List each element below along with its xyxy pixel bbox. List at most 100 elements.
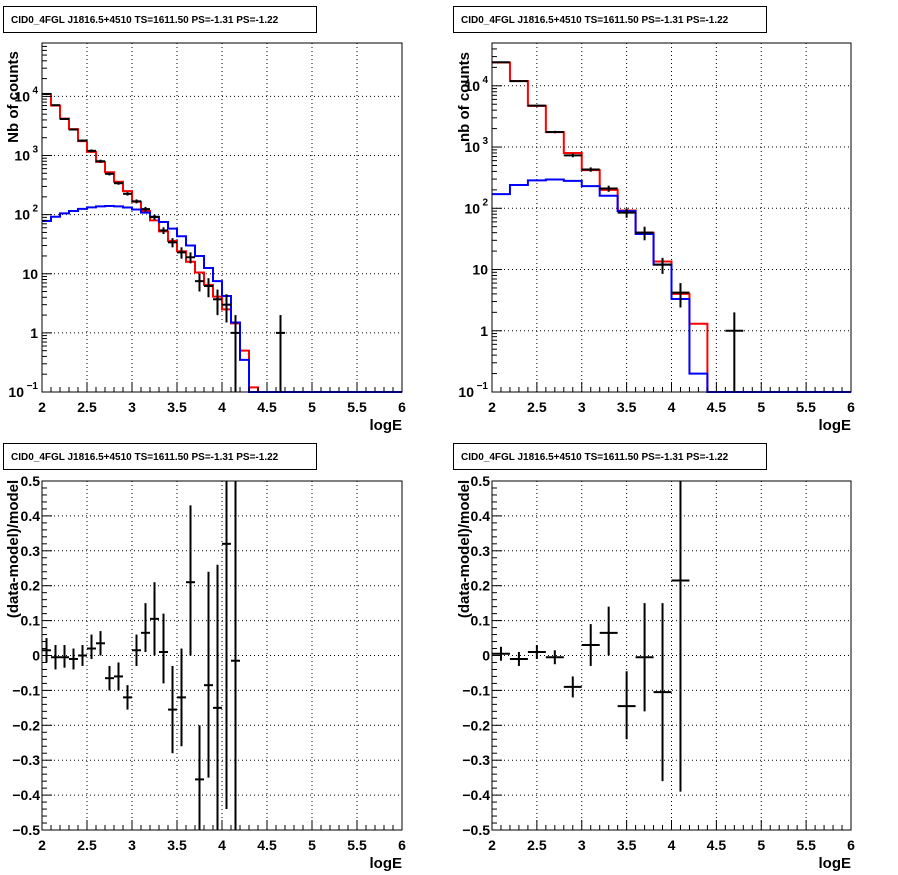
data-point: [168, 665, 177, 754]
x-tick-label: 4: [668, 399, 676, 415]
y-tick-exponent: 3: [32, 145, 38, 156]
data-point: [114, 181, 123, 185]
y-tick-label: 0.1: [21, 613, 41, 629]
data-point: [231, 481, 240, 830]
y-tick-label: −0.5: [12, 822, 40, 838]
data-point: [527, 645, 546, 659]
x-tick-label: 5: [757, 399, 765, 415]
x-tick-label: 3.5: [617, 399, 637, 415]
data-point: [204, 571, 213, 778]
x-tick-label: 3: [128, 399, 136, 415]
data-point: [563, 676, 582, 698]
data-point: [204, 278, 213, 298]
x-tick-label: 2.5: [527, 399, 547, 415]
y-tick-label: 1: [480, 323, 488, 339]
data-point: [545, 650, 564, 665]
x-tick-label: 5.5: [796, 399, 816, 415]
x-tick-label: 4.5: [257, 837, 277, 853]
x-tick-label: 2.5: [77, 837, 97, 853]
y-tick-label: −0.1: [12, 682, 40, 698]
y-tick-label: 0.3: [21, 543, 41, 559]
x-tick-label: 4: [218, 399, 226, 415]
data-point: [653, 257, 672, 274]
data-point: [177, 247, 186, 259]
y-tick-label: 10: [14, 88, 30, 104]
data-point: [671, 283, 690, 308]
x-axis: 2 2.5 3 3.5 4 4.5 5 5.5 6: [488, 820, 855, 853]
y-tick-label: −0.5: [462, 822, 490, 838]
y-tick-label: 10: [472, 262, 488, 278]
data-point: [635, 603, 654, 712]
data-point: [276, 315, 285, 392]
data-point: [87, 634, 96, 659]
data-point: [545, 130, 564, 134]
x-axis: 2 2.5 3 3.5 4 4.5 5 5.5 6: [38, 820, 406, 853]
y-axis-label: (data-model)/model: [456, 480, 473, 618]
x-axis: 2 2.5 3 3.5 4 4.5 5 5.5 6: [488, 382, 855, 415]
plot-area: [42, 43, 402, 392]
data-point: [725, 312, 744, 392]
data-point: [671, 481, 690, 792]
data-point: [96, 631, 105, 656]
data-point: [599, 185, 618, 192]
x-tick-label: 4.5: [707, 399, 727, 415]
x-tick-label: 5.5: [347, 399, 367, 415]
x-tick-label: 6: [398, 399, 406, 415]
x-tick-label: 2: [488, 399, 496, 415]
y-tick-label: −0.3: [462, 752, 490, 768]
data-point: [123, 685, 132, 710]
data-point: [42, 638, 51, 663]
y-tick-label: 0.2: [471, 578, 491, 594]
data-point: [213, 289, 222, 316]
title-box: [3, 443, 317, 470]
data-point: [51, 645, 60, 670]
x-tick-label: 5: [308, 399, 316, 415]
data-point: [42, 92, 51, 95]
y-tick-label: 0: [32, 648, 40, 664]
chart-panel-bottom-left: 2 2.5 3 3.5 4 4.5 5 5.5 6logE−0.5−0.4−0.3−0.2−0.…: [3, 443, 406, 872]
x-tick-label: 2: [488, 837, 496, 853]
y-tick-label: −0.3: [12, 752, 40, 768]
x-tick-label: 5: [308, 837, 316, 853]
data-point: [653, 603, 672, 782]
x-tick-label: 5.5: [796, 837, 816, 853]
title-box: [453, 6, 767, 33]
y-tick-label: 10: [464, 200, 480, 216]
data-point: [492, 646, 510, 661]
y-tick-label: 0.4: [471, 508, 491, 524]
data-point: [222, 481, 231, 810]
y-tick-label: 10: [8, 384, 24, 400]
data-point: [87, 149, 96, 153]
x-tick-label: 4.5: [257, 399, 277, 415]
x-axis-label: logE: [370, 417, 403, 434]
y-tick-label: 0: [482, 648, 490, 664]
y-tick-label: 10: [464, 139, 480, 155]
y-tick-label: 10: [14, 148, 30, 164]
data-point: [150, 582, 159, 656]
y-axis: −0.5 −0.4 −0.3 −0.2 −0.1 0 0.1 0.2 0.3 0.4 0.5: [12, 473, 52, 838]
data-point: [213, 564, 222, 830]
data-point: [527, 104, 546, 107]
y-tick-label: −0.2: [462, 717, 490, 733]
y-tick-exponent: −1: [477, 381, 489, 392]
data-point: [168, 238, 177, 248]
plot-area: [492, 43, 851, 392]
y-axis-label: Nb of counts: [5, 51, 22, 143]
x-tick-label: 3: [128, 837, 136, 853]
x-tick-label: 4: [668, 837, 676, 853]
x-tick-label: 2: [38, 399, 46, 415]
data-point: [132, 199, 141, 204]
data-point: [60, 117, 69, 120]
x-axis-label: logE: [819, 417, 852, 434]
y-tick-exponent: 4: [482, 75, 488, 86]
y-tick-label: 10: [458, 384, 474, 400]
data-point: [492, 61, 510, 64]
x-tick-label: 2.5: [77, 399, 97, 415]
y-tick-exponent: 2: [482, 197, 488, 208]
data-point: [581, 624, 600, 666]
x-tick-label: 3.5: [167, 399, 187, 415]
